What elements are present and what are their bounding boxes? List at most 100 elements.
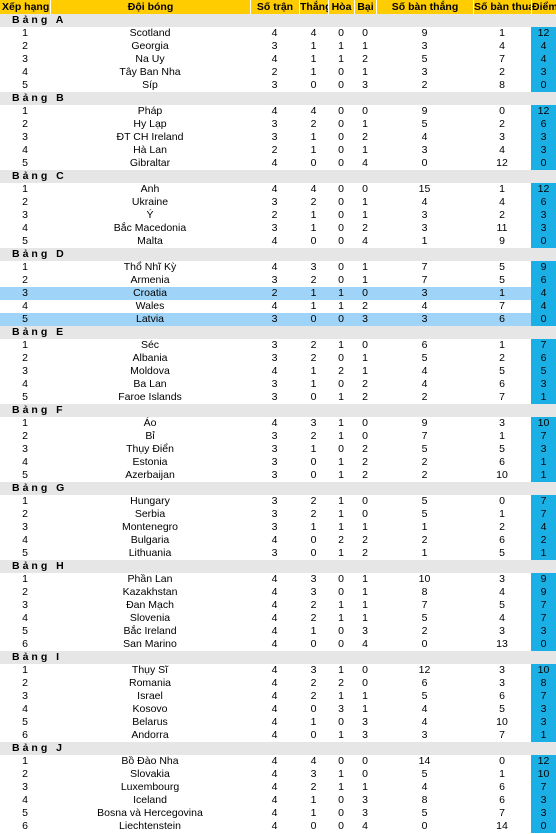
cell-team: San Marino bbox=[123, 638, 177, 650]
cell-goals-against: 9 bbox=[499, 235, 505, 247]
cell-goals-against: 3 bbox=[499, 625, 505, 637]
table-header: Xếp hạng Đội bóng Số trận Thắng Hòa Bại … bbox=[0, 0, 556, 14]
cell-goals-for: 3 bbox=[421, 144, 428, 156]
cell-won: 0 bbox=[310, 391, 317, 403]
cell-points: 9 bbox=[531, 586, 556, 599]
cell-goals-against: 7 bbox=[499, 300, 505, 312]
cell-played: 4 bbox=[271, 300, 278, 312]
table-row: 1 Bồ Đào Nha 4 4 0 0 14 0 12 bbox=[0, 755, 556, 768]
cell-points: 7 bbox=[531, 599, 556, 612]
cell-rank: 5 bbox=[22, 79, 28, 91]
cell-lost: 0 bbox=[362, 417, 368, 429]
cell-won: 1 bbox=[310, 209, 317, 221]
cell-played: 3 bbox=[271, 495, 278, 507]
cell-played: 4 bbox=[271, 261, 278, 273]
cell-played: 3 bbox=[271, 547, 278, 559]
cell-lost: 1 bbox=[362, 599, 368, 611]
cell-won: 2 bbox=[310, 781, 317, 793]
cell-points: 0 bbox=[531, 79, 556, 92]
cell-goals-against: 1 bbox=[499, 27, 505, 39]
cell-team: Áo bbox=[143, 417, 157, 429]
cell-drawn: 0 bbox=[338, 573, 344, 585]
cell-drawn: 0 bbox=[338, 196, 344, 208]
cell-points: 7 bbox=[531, 781, 556, 794]
cell-points: 6 bbox=[531, 274, 556, 287]
cell-drawn: 0 bbox=[338, 443, 344, 455]
cell-lost: 3 bbox=[362, 807, 368, 819]
cell-rank: 4 bbox=[22, 144, 28, 156]
cell-won: 1 bbox=[310, 287, 317, 299]
cell-played: 4 bbox=[271, 677, 278, 689]
cell-rank: 3 bbox=[22, 365, 28, 377]
cell-points: 3 bbox=[531, 716, 556, 729]
cell-points: 5 bbox=[531, 365, 556, 378]
cell-drawn: 0 bbox=[338, 638, 344, 650]
table-row: 3 Luxembourg 4 2 1 1 4 6 7 bbox=[0, 781, 556, 794]
cell-lost: 2 bbox=[362, 53, 368, 65]
cell-drawn: 1 bbox=[338, 53, 344, 65]
cell-won: 2 bbox=[310, 677, 317, 689]
cell-goals-against: 1 bbox=[499, 508, 505, 520]
cell-team: Đan Mạch bbox=[126, 599, 174, 611]
cell-goals-for: 7 bbox=[421, 599, 428, 611]
cell-team: Hà Lan bbox=[133, 144, 167, 156]
cell-won: 2 bbox=[310, 599, 317, 611]
cell-rank: 3 bbox=[22, 209, 28, 221]
cell-won: 1 bbox=[310, 131, 317, 143]
cell-won: 2 bbox=[310, 495, 317, 507]
cell-goals-for: 7 bbox=[421, 261, 428, 273]
cell-played: 3 bbox=[271, 352, 278, 364]
cell-rank: 1 bbox=[22, 417, 28, 429]
cell-team: Thổ Nhĩ Kỳ bbox=[123, 261, 177, 273]
cell-lost: 3 bbox=[362, 313, 368, 325]
cell-goals-for: 2 bbox=[421, 534, 428, 546]
table-row: 4 Wales 4 1 1 2 4 7 4 bbox=[0, 300, 556, 313]
cell-goals-against: 2 bbox=[499, 209, 505, 221]
cell-goals-against: 3 bbox=[499, 664, 505, 676]
cell-points: 4 bbox=[531, 40, 556, 53]
cell-played: 3 bbox=[271, 196, 278, 208]
cell-lost: 2 bbox=[362, 456, 368, 468]
cell-played: 4 bbox=[271, 755, 278, 767]
cell-goals-against: 4 bbox=[499, 196, 505, 208]
table-row: 3 Moldova 4 1 2 1 4 5 5 bbox=[0, 365, 556, 378]
cell-played: 3 bbox=[271, 222, 278, 234]
cell-lost: 0 bbox=[362, 287, 368, 299]
cell-goals-against: 2 bbox=[499, 66, 505, 78]
group-name: Bảng F bbox=[12, 404, 66, 416]
cell-lost: 4 bbox=[362, 157, 368, 169]
cell-goals-for: 1 bbox=[421, 235, 428, 247]
cell-team: Gibraltar bbox=[129, 157, 171, 169]
cell-goals-for: 6 bbox=[421, 339, 428, 351]
group-name: Bảng E bbox=[12, 326, 67, 338]
cell-drawn: 0 bbox=[338, 131, 344, 143]
cell-team: Ba Lan bbox=[133, 378, 167, 390]
cell-goals-for: 2 bbox=[421, 456, 428, 468]
cell-played: 3 bbox=[271, 443, 278, 455]
cell-drawn: 0 bbox=[338, 105, 344, 117]
cell-won: 0 bbox=[310, 456, 317, 468]
cell-lost: 1 bbox=[362, 352, 368, 364]
cell-goals-for: 3 bbox=[421, 729, 428, 741]
cell-goals-for: 8 bbox=[421, 586, 428, 598]
cell-goals-against: 4 bbox=[499, 612, 505, 624]
cell-played: 4 bbox=[271, 417, 278, 429]
cell-lost: 0 bbox=[362, 768, 368, 780]
cell-rank: 4 bbox=[22, 534, 28, 546]
cell-points: 7 bbox=[531, 508, 556, 521]
cell-points: 4 bbox=[531, 521, 556, 534]
cell-points: 9 bbox=[531, 573, 556, 586]
cell-goals-for: 1 bbox=[421, 521, 428, 533]
cell-won: 1 bbox=[310, 66, 317, 78]
table-row: 1 Phần Lan 4 3 0 1 10 3 9 bbox=[0, 573, 556, 586]
table-row: 2 Serbia 3 2 1 0 5 1 7 bbox=[0, 508, 556, 521]
cell-rank: 1 bbox=[22, 261, 28, 273]
cell-goals-against: 0 bbox=[499, 105, 505, 117]
cell-rank: 1 bbox=[22, 573, 28, 585]
table-row: 4 Ba Lan 3 1 0 2 4 6 3 bbox=[0, 378, 556, 391]
cell-drawn: 1 bbox=[338, 781, 344, 793]
cell-lost: 2 bbox=[362, 547, 368, 559]
cell-lost: 1 bbox=[362, 573, 368, 585]
cell-rank: 2 bbox=[22, 118, 28, 130]
cell-drawn: 0 bbox=[338, 235, 344, 247]
